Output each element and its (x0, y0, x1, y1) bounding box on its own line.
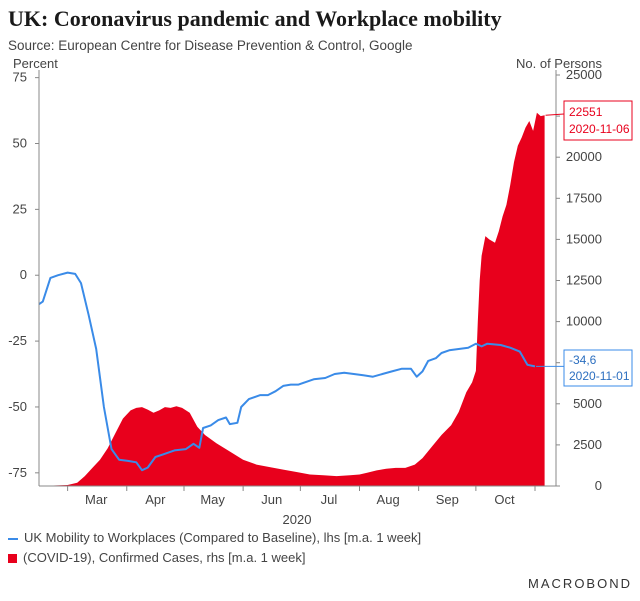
legend-swatch-mobility (8, 537, 18, 540)
cases-annotation-date: 2020-11-06 (569, 122, 630, 136)
right-axis-tick-label: 15000 (566, 231, 602, 246)
right-axis-tick-label: 5000 (573, 396, 602, 411)
x-axis-tick-label: Aug (377, 492, 400, 507)
right-axis-tick-label: 2500 (573, 437, 602, 452)
cases-annotation-box (563, 100, 633, 141)
right-axis-tick-label: 12500 (566, 273, 602, 288)
right-axis-tick-label: 20000 (566, 149, 602, 164)
x-axis-tick-label: Sep (436, 492, 459, 507)
left-axis-label: Percent (13, 56, 58, 71)
right-axis-tick-label: 10000 (566, 314, 602, 329)
mobility-line (38, 271, 536, 472)
legend-swatch-cases (8, 554, 17, 564)
mobility-annotation-box (563, 349, 633, 387)
left-axis-tick-label: -50 (8, 399, 27, 414)
x-axis-label: 2020 (283, 512, 312, 527)
left-axis-tick-label: 50 (13, 136, 27, 151)
legend-item-mobility: UK Mobility to Workplaces (Compared to B… (8, 530, 421, 545)
legend-label-cases: (COVID-19), Confirmed Cases, rhs [m.a. 1… (23, 550, 306, 565)
legend-label-mobility: UK Mobility to Workplaces (Compared to B… (24, 530, 422, 545)
brand-logo-text: MACROBOND (528, 576, 632, 591)
left-axis-tick-label: 0 (20, 267, 27, 282)
chart-subtitle: Source: European Centre for Disease Prev… (8, 38, 413, 53)
x-axis-tick-label: Jun (261, 492, 282, 507)
cases-area (39, 112, 545, 487)
right-axis-tick-label: 25000 (566, 67, 602, 82)
x-axis-tick-label: May (200, 492, 225, 507)
chart-title: UK: Coronavirus pandemic and Workplace m… (8, 6, 502, 31)
x-axis-tick-label: Apr (145, 492, 166, 507)
legend-item-cases: (COVID-19), Confirmed Cases, rhs [m.a. 1… (8, 550, 305, 565)
cases-annotation-value: 22551 (569, 105, 603, 119)
left-axis-tick-label: -75 (8, 465, 27, 480)
left-axis-tick-label: 25 (13, 201, 27, 216)
right-axis-tick-label: 17500 (566, 190, 602, 205)
right-axis-label: No. of Persons (516, 56, 602, 71)
mobility-annotation-date: 2020-11-01 (569, 369, 630, 383)
x-axis-tick-label: Oct (494, 492, 515, 507)
x-axis-tick-label: Jul (321, 492, 338, 507)
left-axis-tick-label: 75 (13, 70, 27, 85)
cases-annotation-connector (545, 113, 565, 116)
mobility-annotation-value: -34,6 (569, 353, 597, 367)
right-axis-tick-label: 0 (595, 478, 602, 493)
left-axis-tick-label: -25 (8, 333, 27, 348)
x-axis-tick-label: Mar (85, 492, 108, 507)
